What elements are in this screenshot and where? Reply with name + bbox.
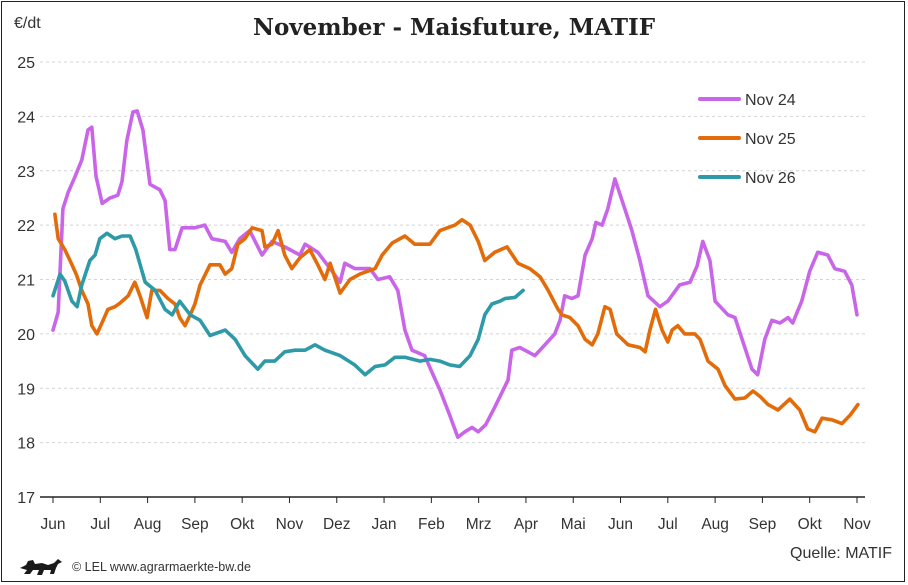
series-line-nov-24 [51,109,859,440]
y-tick-label: 18 [17,436,35,453]
y-tick-label: 23 [17,164,35,181]
x-tick-label: Aug [134,516,162,533]
y-tick-label: 20 [17,327,35,344]
x-tick-label: Jun [608,516,633,533]
x-tick-label: Mrz [466,516,492,533]
series-line-nov-26 [51,231,525,377]
y-tick-label: 21 [17,273,35,290]
x-tick-label: Apr [514,516,538,533]
y-tick-label: 24 [17,109,35,126]
x-tick-label: Okt [798,516,823,533]
x-tick-label: Nov [843,516,871,533]
legend-label: Nov 24 [745,92,796,109]
y-tick-label: 19 [17,381,35,398]
legend-label: Nov 26 [745,170,796,187]
y-tick-label: 25 [17,55,35,72]
x-tick-label: Jul [658,516,678,533]
lion-logo-icon [20,559,62,575]
legend-label: Nov 25 [745,131,796,148]
x-tick-label: Jul [90,516,110,533]
x-tick-label: Okt [230,516,255,533]
y-tick-label: 17 [17,490,35,507]
source-label: Quelle: MATIF [790,545,892,562]
x-tick-label: Aug [701,516,729,533]
x-tick-label: Mai [561,516,586,533]
x-tick-label: Sep [181,516,209,533]
x-tick-label: Dez [323,516,351,533]
chart-title: November - Maisfuture, MATIF [252,14,656,41]
y-axis-unit: €/dt [14,15,41,32]
x-tick-label: Jun [41,516,66,533]
y-tick-label: 22 [17,218,35,235]
x-tick-label: Jan [372,516,397,533]
x-tick-label: Sep [749,516,777,533]
x-tick-label: Nov [276,516,304,533]
x-tick-label: Feb [418,516,445,533]
copyright-text: © LEL www.agrarmaerkte-bw.de [72,560,251,574]
